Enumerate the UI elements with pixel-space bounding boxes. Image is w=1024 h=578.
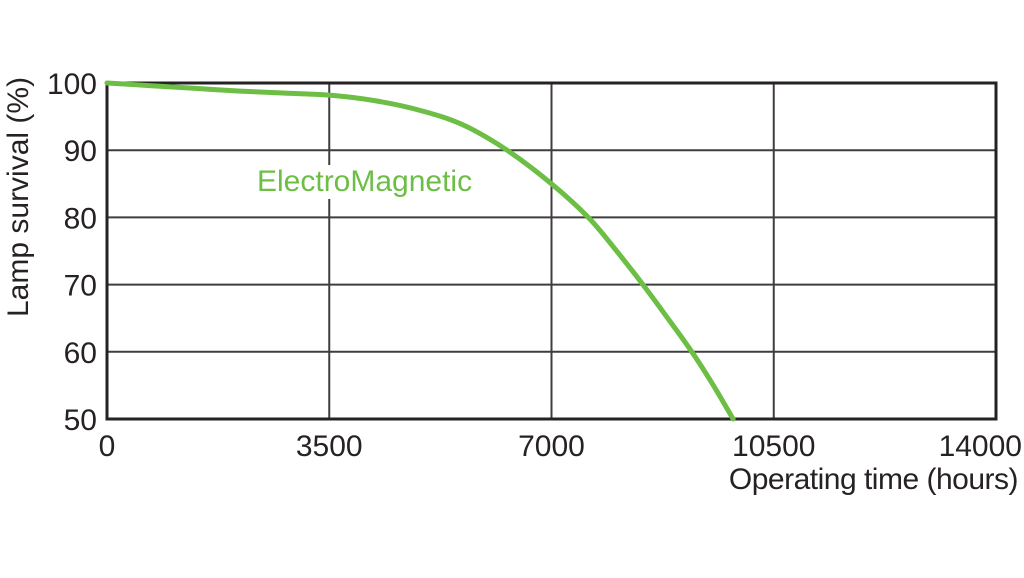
x-tick-label: 0 <box>99 430 116 463</box>
x-tick-label: 10500 <box>732 430 815 463</box>
x-tick-label: 3500 <box>296 430 363 463</box>
y-axis-title: Lamp survival (%) <box>2 76 35 317</box>
x-tick-label: 7000 <box>518 430 585 463</box>
y-tick-label: 70 <box>64 270 97 303</box>
x-axis-title: Operating time (hours) <box>728 463 1019 496</box>
y-tick-label: 60 <box>64 337 97 370</box>
y-tick-label: 100 <box>47 68 97 101</box>
y-tick-label: 80 <box>64 202 97 235</box>
survival-curve-electromagnetic <box>104 80 736 422</box>
series-label-electromagnetic: ElectroMagnetic <box>254 165 476 199</box>
y-tick-label: 90 <box>64 135 97 168</box>
x-tick-label: 14000 <box>939 430 1022 463</box>
plot-border <box>105 81 998 421</box>
y-tick-label: 50 <box>64 404 97 437</box>
